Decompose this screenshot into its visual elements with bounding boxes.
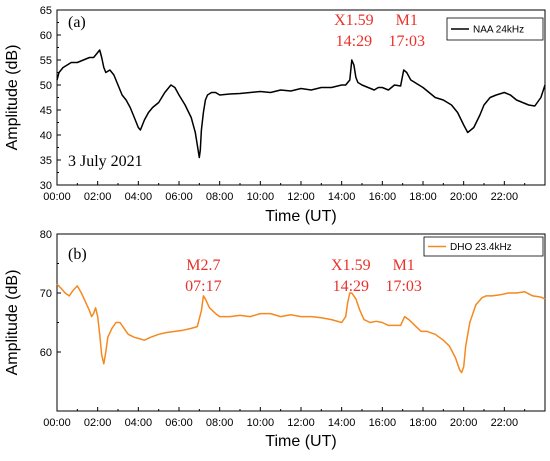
y-tick-label: 60 xyxy=(40,30,52,42)
y-tick-label: 40 xyxy=(40,130,52,142)
x-tick-label: 06:00 xyxy=(165,191,193,203)
x-tick-label: 14:00 xyxy=(328,191,356,203)
x-tick-label: 10:00 xyxy=(247,191,275,203)
y-tick-label: 60 xyxy=(40,347,52,359)
x-tick-label: 10:00 xyxy=(247,417,275,429)
x-tick-label: 12:00 xyxy=(287,417,315,429)
x-tick-label: 18:00 xyxy=(409,191,437,203)
x-tick-label: 20:00 xyxy=(450,191,478,203)
flare-annotation: M1 xyxy=(396,12,418,29)
y-tick-label: 50 xyxy=(40,80,52,92)
x-tick-label: 00:00 xyxy=(43,191,71,203)
x-tick-label: 02:00 xyxy=(84,191,112,203)
x-tick-label: 04:00 xyxy=(125,191,153,203)
y-tick-label: 65 xyxy=(40,5,52,17)
x-axis-title: Time (UT) xyxy=(265,208,336,225)
x-tick-label: 16:00 xyxy=(369,417,397,429)
x-tick-label: 16:00 xyxy=(369,191,397,203)
y-tick-label: 45 xyxy=(40,105,52,117)
legend-label: NAA 24kHz xyxy=(473,25,524,36)
x-tick-label: 14:00 xyxy=(328,417,356,429)
flare-annotation: 14:29 xyxy=(336,33,372,50)
date-label: 3 July 2021 xyxy=(68,153,143,170)
x-tick-label: 22:00 xyxy=(491,191,519,203)
x-tick-label: 06:00 xyxy=(165,417,193,429)
x-axis-title: Time (UT) xyxy=(265,433,336,450)
x-tick-label: 02:00 xyxy=(84,417,112,429)
series-line-dho-23.4khz xyxy=(56,283,546,374)
flare-annotation: 07:17 xyxy=(185,278,221,295)
panel-label: (a) xyxy=(68,14,86,31)
x-tick-label: 04:00 xyxy=(125,417,153,429)
y-tick-label: 70 xyxy=(40,288,52,300)
legend-box xyxy=(423,236,544,257)
x-tick-label: 22:00 xyxy=(491,417,519,429)
flare-annotation: M2.7 xyxy=(186,257,220,274)
flare-annotation: X1.59 xyxy=(334,12,374,29)
y-tick-label: 55 xyxy=(40,55,52,67)
x-tick-label: 08:00 xyxy=(206,191,234,203)
y-tick-label: 80 xyxy=(40,229,52,241)
y-tick-label: 30 xyxy=(40,180,52,192)
x-tick-label: 12:00 xyxy=(287,191,315,203)
flare-annotation: 17:03 xyxy=(385,278,421,295)
legend-box xyxy=(446,17,544,41)
flare-annotation: 17:03 xyxy=(389,33,425,50)
flare-annotation: 14:29 xyxy=(333,278,369,295)
plot-frame-2 xyxy=(56,233,546,412)
flare-annotation: M1 xyxy=(393,257,415,274)
x-tick-label: 18:00 xyxy=(409,417,437,429)
y-axis-title: Amplitude (dB) xyxy=(4,270,21,376)
panel-label: (b) xyxy=(68,246,87,263)
legend-label: DHO 23.4kHz xyxy=(450,242,512,253)
x-tick-label: 08:00 xyxy=(206,417,234,429)
series-line-naa-24khz xyxy=(56,49,546,159)
x-tick-label: 00:00 xyxy=(43,417,71,429)
flare-annotation: X1.59 xyxy=(331,257,371,274)
y-tick-label: 35 xyxy=(40,155,52,167)
x-tick-label: 20:00 xyxy=(450,417,478,429)
y-axis-title: Amplitude (dB) xyxy=(4,45,21,151)
